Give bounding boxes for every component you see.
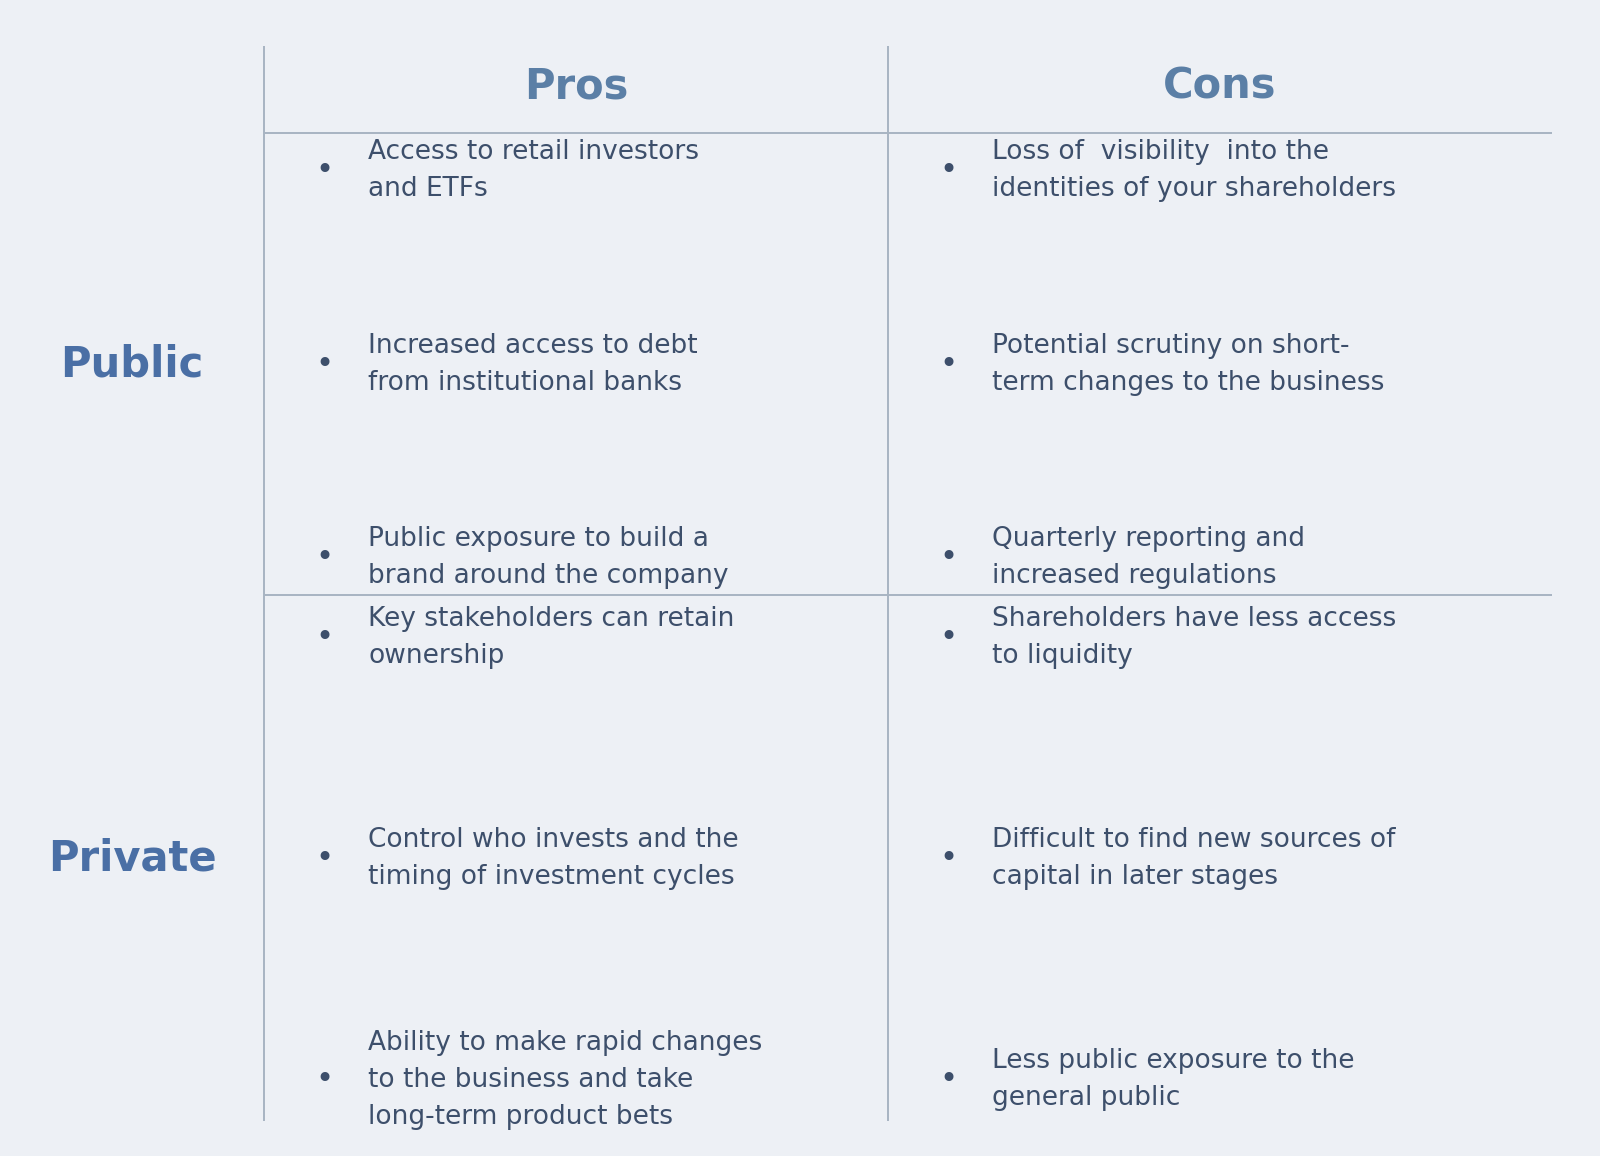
Text: Private: Private — [48, 837, 216, 880]
Text: •: • — [939, 623, 958, 652]
Text: •: • — [315, 156, 334, 185]
Text: Public exposure to build a
brand around the company: Public exposure to build a brand around … — [368, 526, 728, 588]
Text: Key stakeholders can retain
ownership: Key stakeholders can retain ownership — [368, 606, 734, 668]
Text: Access to retail investors
and ETFs: Access to retail investors and ETFs — [368, 140, 699, 202]
Text: •: • — [939, 1065, 958, 1094]
Text: •: • — [315, 623, 334, 652]
Text: •: • — [939, 156, 958, 185]
Text: •: • — [939, 844, 958, 873]
Text: Control who invests and the
timing of investment cycles: Control who invests and the timing of in… — [368, 827, 739, 890]
Text: Shareholders have less access
to liquidity: Shareholders have less access to liquidi… — [992, 606, 1397, 668]
Text: •: • — [315, 844, 334, 873]
Text: •: • — [939, 543, 958, 572]
Text: •: • — [315, 349, 334, 379]
Text: Cons: Cons — [1163, 66, 1277, 108]
Text: Pros: Pros — [523, 66, 629, 108]
Text: •: • — [315, 1065, 334, 1094]
Text: Difficult to find new sources of
capital in later stages: Difficult to find new sources of capital… — [992, 827, 1395, 890]
Text: Increased access to debt
from institutional banks: Increased access to debt from institutio… — [368, 333, 698, 395]
Text: •: • — [939, 349, 958, 379]
Text: Public: Public — [61, 343, 203, 385]
Text: Less public exposure to the
general public: Less public exposure to the general publ… — [992, 1048, 1355, 1111]
Text: Ability to make rapid changes
to the business and take
long-term product bets: Ability to make rapid changes to the bus… — [368, 1030, 762, 1129]
Text: Quarterly reporting and
increased regulations: Quarterly reporting and increased regula… — [992, 526, 1306, 588]
Text: Loss of  visibility  into the
identities of your shareholders: Loss of visibility into the identities o… — [992, 140, 1397, 202]
Text: Potential scrutiny on short-
term changes to the business: Potential scrutiny on short- term change… — [992, 333, 1384, 395]
Text: •: • — [315, 543, 334, 572]
